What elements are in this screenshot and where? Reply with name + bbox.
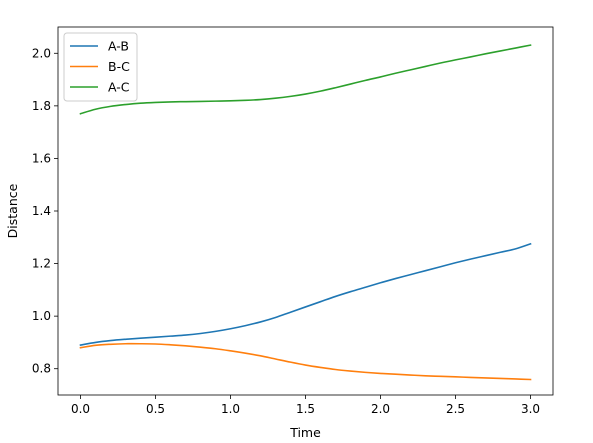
y-tick-label: 1.8	[32, 99, 51, 113]
x-tick-label: 2.0	[371, 402, 390, 416]
series-line-a-b	[79, 242, 532, 346]
y-axis-label: Distance	[5, 183, 20, 238]
series-line-a-c	[79, 44, 532, 115]
y-tick-label: 2.0	[32, 46, 51, 60]
legend-frame	[63, 32, 138, 102]
y-tick-label: 1.2	[32, 257, 51, 271]
x-tick-label: 1.5	[296, 402, 315, 416]
x-tick-label: 0.5	[146, 402, 165, 416]
y-axis: 0.8 1.0 1.2 1.4 1.6 1.8 2.0	[32, 46, 58, 376]
y-tick-label: 1.6	[32, 151, 51, 165]
legend-label: A-B	[108, 39, 129, 54]
x-tick-label: 2.5	[446, 402, 465, 416]
y-tick-label: 0.8	[32, 362, 51, 376]
x-tick-label: 1.0	[221, 402, 240, 416]
legend-label: B-C	[108, 59, 130, 74]
x-tick-label: 3.0	[521, 402, 540, 416]
y-tick-label: 1.4	[32, 204, 51, 218]
legend-label: A-C	[108, 80, 130, 95]
x-axis-label: Time	[289, 425, 321, 440]
x-axis: 0.0 0.5 1.0 1.5 2.0 2.5 3.0	[71, 395, 540, 416]
plot-background	[58, 27, 553, 395]
series-lines	[79, 44, 532, 381]
legend: A-B B-C A-C	[63, 32, 138, 102]
x-tick-label: 0.0	[71, 402, 90, 416]
series-line-b-c	[79, 342, 532, 381]
y-tick-label: 1.0	[32, 309, 51, 323]
